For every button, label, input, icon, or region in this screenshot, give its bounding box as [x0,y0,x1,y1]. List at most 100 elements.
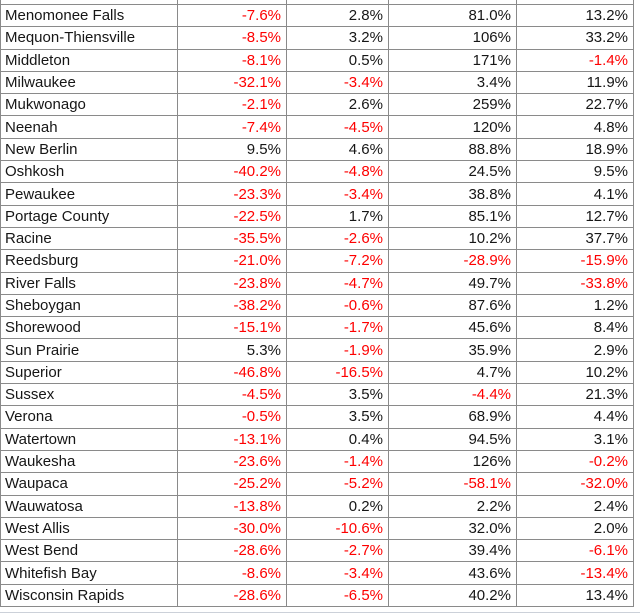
value-cell[interactable]: 3.4% [389,71,517,95]
value-cell[interactable]: -1.4% [517,49,634,72]
city-cell[interactable]: New Berlin [1,138,178,162]
value-cell[interactable]: 3.1% [517,428,634,451]
city-cell[interactable]: Wisconsin Rapids [1,584,178,608]
value-cell[interactable]: -38.2% [178,294,287,318]
value-cell[interactable]: -22.5% [178,205,287,228]
value-cell[interactable]: 9.5% [178,138,287,162]
value-cell[interactable]: -0.6% [287,294,389,318]
city-cell[interactable]: Watertown [1,428,178,451]
value-cell[interactable]: -13.8% [178,495,287,518]
city-cell[interactable]: Milwaukee [1,71,178,95]
value-cell[interactable]: -32.1% [178,71,287,95]
value-cell[interactable]: 120% [389,116,517,139]
value-cell[interactable]: -21.0% [178,250,287,273]
value-cell[interactable]: 0.5% [287,49,389,72]
value-cell[interactable]: -4.7% [287,272,389,295]
value-cell[interactable]: 3.5% [287,384,389,407]
value-cell[interactable]: -1.4% [287,450,389,474]
value-cell[interactable]: -2.7% [287,540,389,563]
city-cell[interactable]: Wauwatosa [1,495,178,518]
value-cell[interactable]: -4.8% [287,161,389,184]
value-cell[interactable]: 85.1% [389,205,517,228]
value-cell[interactable]: 21.3% [517,384,634,407]
value-cell[interactable]: 38.8% [389,183,517,206]
value-cell[interactable]: 2.2% [389,495,517,518]
value-cell[interactable]: 33.2% [517,27,634,50]
city-cell[interactable]: Neenah [1,116,178,139]
value-cell[interactable]: -4.5% [178,384,287,407]
value-cell[interactable]: 11.9% [517,71,634,95]
city-cell[interactable]: Sheboygan [1,294,178,318]
value-cell[interactable]: -35.5% [178,227,287,251]
city-cell[interactable]: Oshkosh [1,161,178,184]
value-cell[interactable]: 4.6% [287,138,389,162]
value-cell[interactable]: 1.7% [287,205,389,228]
value-cell[interactable]: -5.2% [287,473,389,496]
city-cell[interactable]: Mequon-Thiensville [1,27,178,50]
city-cell[interactable]: Waukesha [1,450,178,474]
value-cell[interactable]: 35.9% [389,339,517,362]
value-cell[interactable]: -0.5% [178,406,287,429]
value-cell[interactable]: 4.1% [517,183,634,206]
city-cell[interactable]: Superior [1,361,178,385]
city-cell[interactable]: River Falls [1,272,178,295]
value-cell[interactable]: -46.8% [178,361,287,385]
value-cell[interactable]: -40.2% [178,161,287,184]
city-cell[interactable]: Racine [1,227,178,251]
value-cell[interactable]: -16.5% [287,361,389,385]
value-cell[interactable]: -23.6% [178,450,287,474]
value-cell[interactable]: 43.6% [389,562,517,585]
value-cell[interactable]: -28.9% [389,250,517,273]
value-cell[interactable]: 2.9% [517,339,634,362]
value-cell[interactable]: 5.3% [178,339,287,362]
value-cell[interactable]: 39.4% [389,540,517,563]
value-cell[interactable]: -33.8% [517,272,634,295]
value-cell[interactable]: -1.7% [287,317,389,340]
city-cell[interactable]: West Bend [1,540,178,563]
value-cell[interactable]: -8.5% [178,27,287,50]
value-cell[interactable]: -8.6% [178,562,287,585]
value-cell[interactable]: 106% [389,27,517,50]
city-cell[interactable]: West Allis [1,517,178,541]
value-cell[interactable]: 94.5% [389,428,517,451]
value-cell[interactable]: -28.6% [178,540,287,563]
value-cell[interactable]: -2.6% [287,227,389,251]
value-cell[interactable]: 9.5% [517,161,634,184]
value-cell[interactable]: -23.3% [178,183,287,206]
city-cell[interactable]: Mukwonago [1,94,178,117]
value-cell[interactable]: 24.5% [389,161,517,184]
value-cell[interactable]: 22.7% [517,94,634,117]
value-cell[interactable]: 171% [389,49,517,72]
value-cell[interactable]: 259% [389,94,517,117]
value-cell[interactable]: 126% [389,450,517,474]
value-cell[interactable]: 40.2% [389,584,517,608]
value-cell[interactable]: 0.4% [287,428,389,451]
value-cell[interactable]: 13.4% [517,584,634,608]
value-cell[interactable]: 81.0% [389,5,517,28]
value-cell[interactable]: -30.0% [178,517,287,541]
value-cell[interactable]: -6.5% [287,584,389,608]
value-cell[interactable]: -3.4% [287,71,389,95]
value-cell[interactable]: 8.4% [517,317,634,340]
city-cell[interactable]: Reedsburg [1,250,178,273]
value-cell[interactable]: 3.5% [287,406,389,429]
city-cell[interactable]: Sussex [1,384,178,407]
value-cell[interactable]: 1.2% [517,294,634,318]
value-cell[interactable]: -4.5% [287,116,389,139]
value-cell[interactable]: 45.6% [389,317,517,340]
value-cell[interactable]: -0.2% [517,450,634,474]
value-cell[interactable]: -7.6% [178,5,287,28]
value-cell[interactable]: -10.6% [287,517,389,541]
value-cell[interactable]: 12.7% [517,205,634,228]
value-cell[interactable]: 88.8% [389,138,517,162]
value-cell[interactable]: -13.1% [178,428,287,451]
city-cell[interactable]: Pewaukee [1,183,178,206]
value-cell[interactable]: -15.1% [178,317,287,340]
value-cell[interactable]: 3.2% [287,27,389,50]
city-cell[interactable]: Verona [1,406,178,429]
value-cell[interactable]: 2.8% [287,5,389,28]
value-cell[interactable]: -7.4% [178,116,287,139]
value-cell[interactable]: 18.9% [517,138,634,162]
value-cell[interactable]: -15.9% [517,250,634,273]
value-cell[interactable]: 0.2% [287,495,389,518]
